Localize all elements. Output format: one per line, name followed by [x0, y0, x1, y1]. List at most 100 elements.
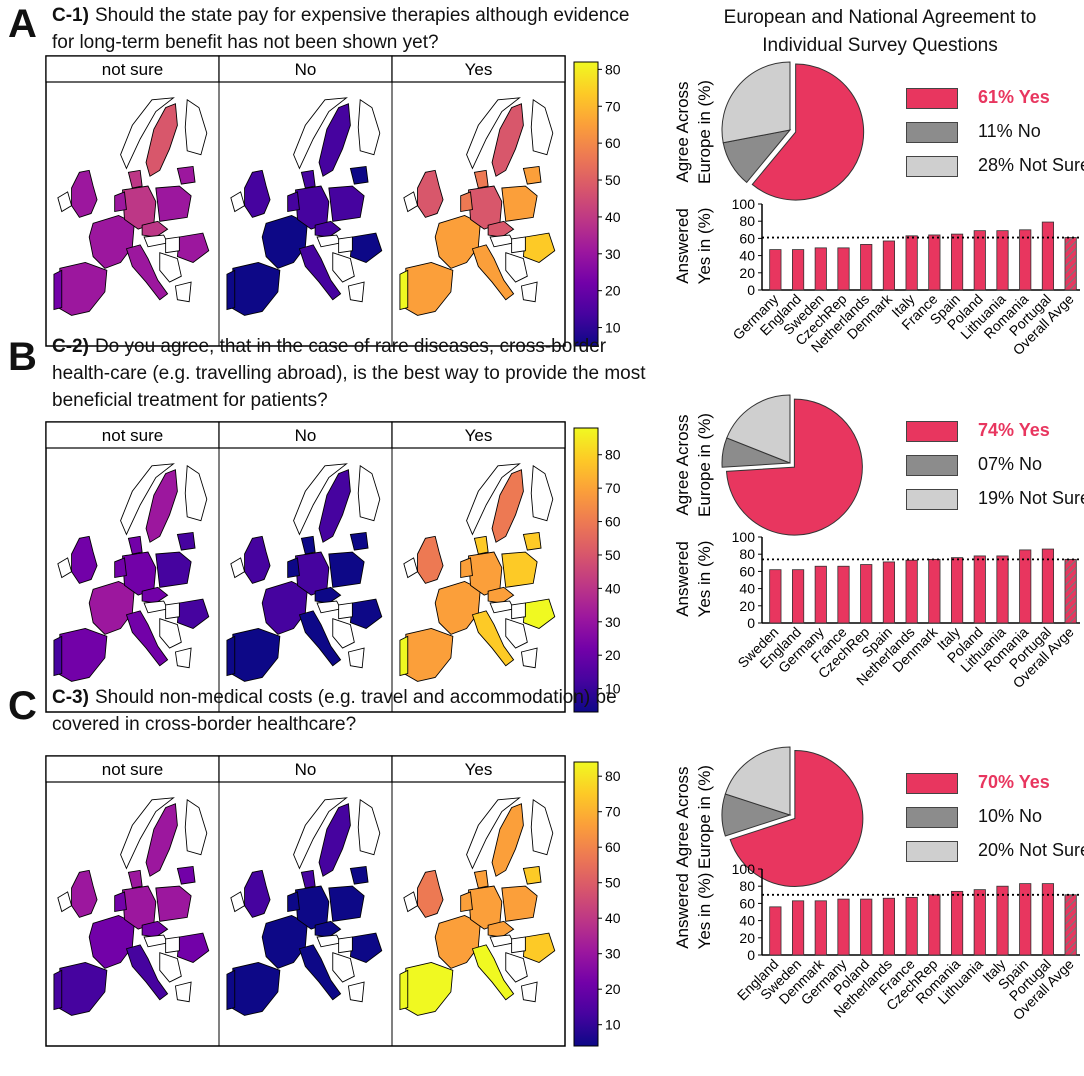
map-no: No [218, 421, 393, 712]
country-uk [71, 869, 98, 918]
bar-romania [1019, 549, 1032, 624]
bar-ytick: 20 [739, 930, 755, 946]
bar-chart: Answered Yes in (%)020406080100EnglandSwe… [673, 861, 1080, 1023]
map-header: Yes [465, 760, 493, 779]
question-body: Should non-medical costs (e.g. travel an… [52, 687, 617, 735]
pie-chart: Agree Across Europe in (%) [673, 746, 864, 887]
country-gr [347, 647, 365, 669]
bar-ytick: 60 [739, 563, 755, 579]
colorbar-tick: 60 [605, 135, 621, 151]
bar-italy [905, 235, 918, 291]
country-bal [332, 952, 355, 983]
bar-netherlands [882, 897, 896, 956]
country-fi [530, 465, 554, 522]
country-no [120, 797, 175, 870]
pie-slice-not-sure [721, 61, 791, 144]
bar-overall-avge [1064, 894, 1077, 956]
bar-france [837, 565, 850, 624]
map-figure: not sure No Yes 10 20 30 40 50 60 70 80 [45, 55, 621, 347]
bar-denmark [928, 558, 941, 624]
bar-portugal [1041, 548, 1055, 624]
country-pt [53, 635, 63, 677]
question-text: C-1) Should the state pay for expensive t… [52, 2, 652, 56]
bar-ylabel: Answered [673, 873, 692, 949]
country-nl [287, 891, 300, 913]
bar-poland [973, 230, 986, 291]
colorbar-tick: 70 [605, 480, 621, 496]
question-number: C-3) [52, 687, 89, 708]
country-cz [487, 220, 515, 238]
pie-chart: Agree Across Europe in (%) [673, 394, 863, 536]
legend-swatch [906, 773, 958, 794]
country-it [298, 244, 342, 301]
country-uk [71, 169, 98, 218]
country-uk [417, 869, 444, 918]
bar-spain [950, 233, 964, 291]
country-bal [159, 952, 182, 983]
bar-france [905, 896, 918, 956]
country-ro [176, 232, 210, 263]
country-pt [226, 969, 236, 1011]
country-cz [487, 586, 515, 604]
bar-ytick: 100 [732, 861, 756, 877]
country-nl [114, 191, 127, 213]
bar-ytick: 60 [739, 230, 755, 246]
bar-ylabel: Yes in (%) [695, 873, 714, 950]
country-fr [434, 580, 481, 635]
country-cz [141, 220, 169, 238]
country-dk [127, 169, 143, 189]
colorbar-tick: 30 [605, 614, 621, 630]
country-gr [174, 281, 192, 303]
country-nl [460, 557, 473, 579]
country-gr [174, 647, 192, 669]
bar-france [928, 234, 941, 291]
country-ro [349, 232, 383, 263]
country-pl [501, 551, 538, 588]
bar-spain [882, 561, 896, 624]
country-nl [114, 557, 127, 579]
country-fr [88, 914, 135, 969]
country-fi [184, 799, 208, 856]
bar-ytick: 80 [739, 878, 755, 894]
figure-title: European and National Agreement to Indiv… [723, 7, 1037, 56]
country-pt [226, 635, 236, 677]
country-fi [184, 99, 208, 156]
colorbar-tick: 80 [605, 768, 621, 784]
pie-ylabel: Europe in (%) [695, 413, 714, 517]
country-cz [141, 586, 169, 604]
panel-b: B C-2) Do you agree, that in the case of r… [0, 333, 1084, 713]
country-dk [473, 535, 489, 555]
country-ro [176, 598, 210, 629]
bar-denmark [882, 240, 896, 291]
question-text: C-2) Do you agree, that in the case of ra… [52, 333, 652, 414]
colorbar-tick: 50 [605, 547, 621, 563]
country-se [318, 103, 351, 177]
map-yes: Yes [391, 55, 566, 346]
country-se [491, 469, 524, 543]
country-nl [287, 557, 300, 579]
country-it [471, 610, 515, 667]
colorbar-tick: 40 [605, 580, 621, 596]
colorbar-tick: 40 [605, 209, 621, 225]
country-ie [403, 557, 419, 579]
colorbar-tick: 10 [605, 320, 621, 336]
country-hu [511, 236, 526, 254]
map-header: Yes [465, 60, 493, 79]
country-ro [522, 932, 556, 963]
bar-netherlands [905, 559, 918, 624]
country-uk [417, 169, 444, 218]
country-pl [328, 551, 365, 588]
bar-ytick: 100 [732, 529, 756, 545]
country-pl [155, 551, 192, 588]
bar-germany [837, 898, 850, 956]
map-not-sure: not sure [45, 421, 220, 712]
bar-ytick: 40 [739, 913, 755, 929]
country-bal [159, 252, 182, 283]
legend-swatch [906, 489, 958, 510]
map-header: No [295, 760, 317, 779]
bar-ytick: 0 [747, 947, 755, 963]
legend-label: 74% Yes [978, 420, 1050, 440]
legend-label: 19% Not Sure [978, 488, 1084, 508]
map-figure: not sure No Yes 10 20 30 40 50 60 70 80 [45, 421, 621, 713]
country-dk [473, 169, 489, 189]
